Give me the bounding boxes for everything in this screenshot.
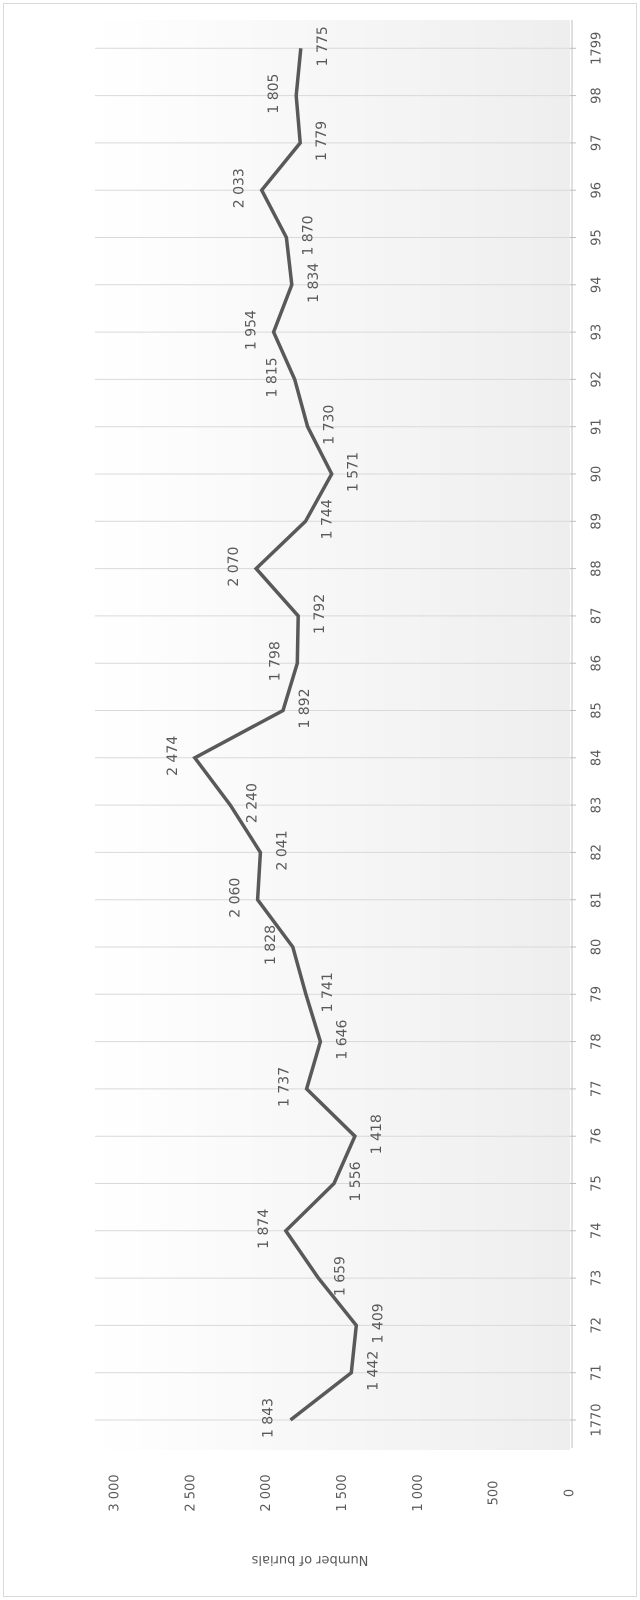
value-tick-label: 2 500 <box>183 1474 198 1511</box>
data-label: 1 805 <box>266 74 282 114</box>
category-tick-label: 89 <box>590 513 605 530</box>
value-tick-label: 1 500 <box>335 1474 350 1511</box>
data-label: 1 418 <box>369 1114 385 1154</box>
category-tick-label: 90 <box>590 466 605 483</box>
plot-area <box>95 20 570 1450</box>
value-tick-label: 1 000 <box>411 1474 426 1511</box>
category-tick-label: 96 <box>590 182 605 199</box>
data-label: 1 828 <box>263 925 279 965</box>
category-tick-label: 71 <box>590 1364 605 1381</box>
category-tick-label: 80 <box>590 939 605 956</box>
data-labels: 1 843 1 442 1 409 1 659 1 874 1 556 1 418 1 737… <box>165 26 387 1438</box>
category-tick-label: 1770 <box>590 1403 605 1436</box>
category-tick-label: 91 <box>590 418 605 435</box>
data-label: 1 954 <box>244 310 260 350</box>
data-label: 2 041 <box>274 830 290 870</box>
data-label: 1 571 <box>346 452 362 492</box>
data-label: 1 442 <box>365 1351 381 1391</box>
category-tick-label: 87 <box>590 608 605 625</box>
category-tick-label: 88 <box>590 560 605 577</box>
gridlines <box>95 47 576 1421</box>
data-label: 2 474 <box>165 736 181 776</box>
category-tick-label: 77 <box>590 1081 605 1098</box>
data-label: 1 792 <box>312 594 328 634</box>
series-polyline <box>192 48 359 1422</box>
data-label: 2 060 <box>228 878 244 918</box>
category-tick-label: 84 <box>590 750 605 767</box>
data-label: 1 646 <box>334 1019 350 1059</box>
category-tick-label: 93 <box>590 324 605 341</box>
category-tick-label: 75 <box>590 1175 605 1192</box>
category-tick-label: 82 <box>590 844 605 861</box>
data-label: 1 874 <box>256 1209 272 1249</box>
category-tick-label: 1799 <box>590 32 605 65</box>
data-label: 1 775 <box>315 26 331 66</box>
data-label: 2 240 <box>244 783 260 823</box>
category-tick-label: 79 <box>590 986 605 1003</box>
value-tick-labels: 0 500 1 000 1 500 2 000 2 500 3 000 <box>108 1474 578 1511</box>
data-label: 2 033 <box>232 168 248 208</box>
category-tick-label: 98 <box>590 87 605 104</box>
value-tick-label: 2 000 <box>259 1474 274 1511</box>
category-tick-label: 95 <box>590 229 605 246</box>
data-label: 1 659 <box>332 1256 348 1296</box>
data-label: 1 744 <box>319 499 335 539</box>
series-line <box>192 48 359 1422</box>
category-tick-label: 81 <box>590 891 605 908</box>
data-label: 1 409 <box>370 1303 386 1343</box>
value-tick-label: 0 <box>563 1489 578 1497</box>
data-label: 1 737 <box>277 1067 293 1107</box>
data-label: 1 815 <box>265 357 281 397</box>
data-label: 1 834 <box>306 263 322 303</box>
data-label: 2 070 <box>226 547 242 587</box>
category-tick-label: 78 <box>590 1033 605 1050</box>
data-label: 1 741 <box>320 972 336 1012</box>
category-tick-label: 76 <box>590 1128 605 1145</box>
category-tick-label: 86 <box>590 655 605 672</box>
category-tick-labels: 1770 71 72 73 74 75 76 77 78 79 80 81 82 83 84 85 86 87 88… <box>590 32 605 1437</box>
category-tick-label: 83 <box>590 797 605 814</box>
data-label: 1 843 <box>260 1398 276 1438</box>
value-tick-label: 500 <box>487 1481 502 1506</box>
category-tick-label: 94 <box>590 277 605 294</box>
category-tick-label: 85 <box>590 702 605 719</box>
value-tick-label: 3 000 <box>108 1474 123 1511</box>
category-tick-label: 72 <box>590 1317 605 1334</box>
category-tick-label: 92 <box>590 371 605 388</box>
category-tick-label: 97 <box>590 135 605 152</box>
data-label: 1 556 <box>348 1161 364 1201</box>
data-label: 1 779 <box>314 121 330 161</box>
data-label: 1 892 <box>297 688 313 728</box>
data-label: 1 798 <box>267 641 283 681</box>
chart-border <box>3 3 637 1597</box>
category-tick-label: 73 <box>590 1270 605 1287</box>
category-tick-label: 74 <box>590 1223 605 1240</box>
y-axis-title: Number of burials <box>251 1552 368 1567</box>
data-label: 1 730 <box>322 405 338 445</box>
data-label: 1 870 <box>300 215 316 255</box>
